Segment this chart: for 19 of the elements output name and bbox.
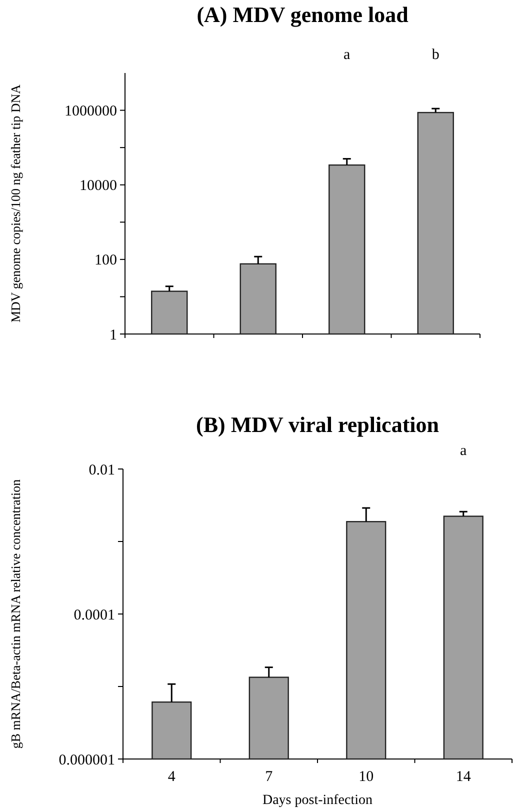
text: b bbox=[432, 47, 440, 63]
chart-title: (A) MDV genome load bbox=[196, 2, 408, 27]
x-tick-label: 14 bbox=[456, 769, 472, 785]
y-tick-label: 10000 bbox=[80, 178, 117, 194]
y-tick-label: 0.01 bbox=[88, 462, 115, 478]
y-tick-label: 0.0001 bbox=[74, 607, 115, 624]
y-tick-label: 0.000001 bbox=[58, 752, 115, 768]
y-axis-title: gB mRNA/Beta-actin mRNA relative concentration bbox=[8, 478, 23, 749]
x-axis-title: Days post-infection bbox=[262, 793, 373, 808]
y-axis-title: MDV genome copies/100 ng feather tip DNA bbox=[8, 84, 23, 323]
chart-title: (B) MDV viral replication bbox=[196, 412, 439, 437]
y-tick-label: 1000000 bbox=[64, 104, 117, 120]
text: a bbox=[460, 443, 468, 459]
x-tick-label: 4 bbox=[168, 769, 176, 785]
text: a bbox=[344, 47, 351, 63]
x-tick-label: 10 bbox=[358, 769, 374, 785]
y-tick-label: 100 bbox=[94, 252, 117, 269]
x-tick-label: 7 bbox=[265, 769, 274, 785]
y-tick-label: 1 bbox=[110, 327, 117, 344]
